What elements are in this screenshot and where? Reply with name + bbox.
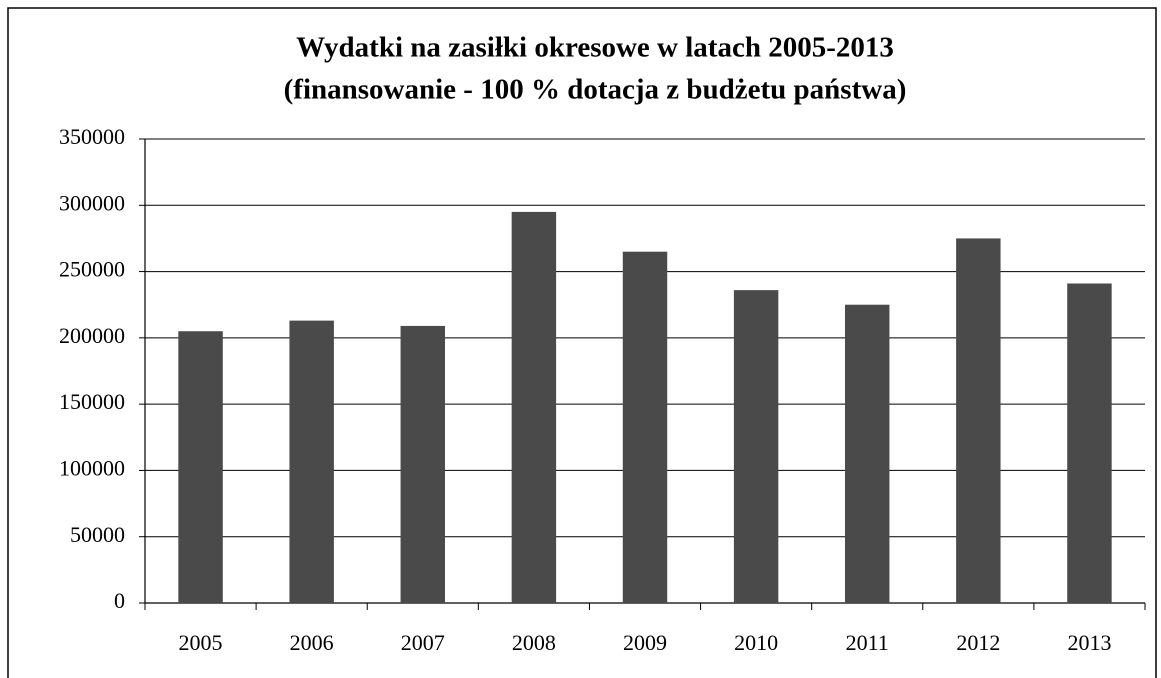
- bar: [289, 320, 334, 603]
- bar: [956, 238, 1001, 603]
- chart-subtitle: (finansowanie - 100 % dotacja z budżetu …: [284, 74, 907, 106]
- bar: [622, 251, 668, 603]
- bar: [1067, 283, 1112, 603]
- chart-title: Wydatki na zasiłki okresowe w latach 200…: [296, 32, 894, 64]
- bar: [400, 325, 445, 603]
- y-tick-label: 200000: [59, 323, 125, 348]
- bar: [178, 331, 223, 603]
- bar: [511, 211, 557, 603]
- x-tick-label: 2006: [290, 630, 334, 655]
- x-tick-label: 2008: [512, 630, 556, 655]
- y-tick-label: 300000: [59, 190, 125, 215]
- bar: [845, 304, 890, 603]
- x-tick-label: 2010: [734, 630, 778, 655]
- y-tick-label: 150000: [59, 389, 125, 414]
- y-tick-label: 250000: [59, 257, 125, 282]
- y-tick-label: 0: [114, 588, 125, 613]
- y-tick-label: 50000: [70, 522, 125, 547]
- x-tick-label: 2012: [956, 630, 1000, 655]
- x-tick-label: 2007: [401, 630, 445, 655]
- bar: [733, 290, 779, 603]
- y-tick-label: 100000: [59, 455, 125, 480]
- y-tick-label: 350000: [59, 124, 125, 149]
- x-tick-label: 2009: [623, 630, 667, 655]
- x-tick-label: 2005: [179, 630, 223, 655]
- x-tick-label: 2013: [1067, 630, 1111, 655]
- x-tick-label: 2011: [846, 630, 889, 655]
